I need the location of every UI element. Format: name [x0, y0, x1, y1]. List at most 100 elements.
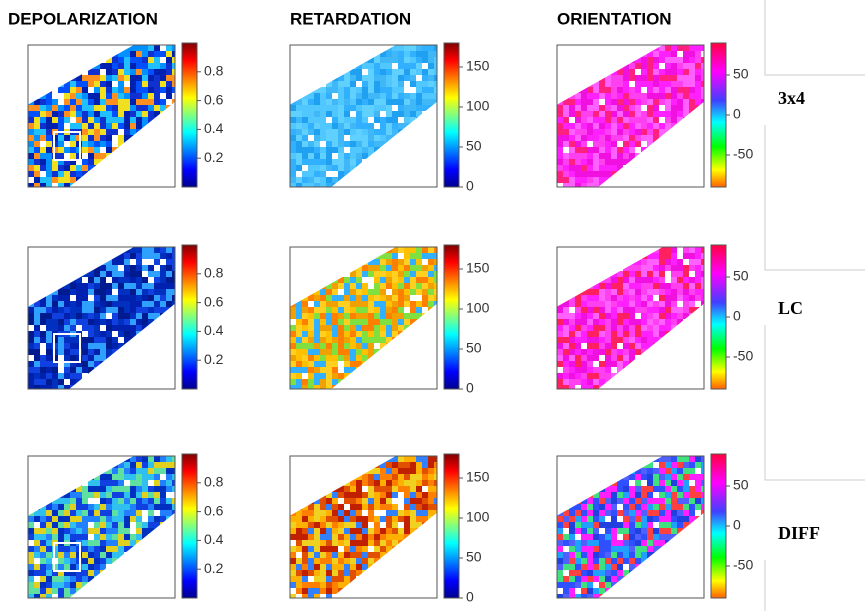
pixel — [70, 277, 76, 283]
pixel — [665, 45, 671, 51]
pixel — [148, 159, 154, 165]
pixel — [40, 307, 46, 313]
pixel — [599, 301, 605, 307]
pixel — [629, 337, 635, 343]
pixel — [46, 510, 52, 516]
pixel — [362, 283, 368, 289]
pixel — [106, 331, 112, 337]
pixel — [112, 576, 118, 582]
pixel — [374, 361, 380, 367]
pixel — [575, 331, 581, 337]
pixel — [665, 373, 671, 379]
pixel — [368, 462, 374, 468]
pixel — [154, 504, 160, 510]
pixel — [557, 373, 563, 379]
pixel — [64, 99, 70, 105]
pixel — [569, 171, 575, 177]
pixel — [52, 307, 58, 313]
pixel — [58, 349, 64, 355]
pixel — [40, 540, 46, 546]
pixel — [118, 165, 124, 171]
pixel — [166, 325, 172, 331]
pixel — [46, 277, 52, 283]
pixel — [404, 462, 410, 468]
pixel — [404, 51, 410, 57]
pixel — [82, 498, 88, 504]
pixel — [695, 367, 701, 373]
pixel — [308, 582, 314, 588]
pixel — [350, 87, 356, 93]
pixel — [653, 385, 659, 391]
pixel — [587, 313, 593, 319]
pixel — [683, 271, 689, 277]
pixel — [166, 546, 172, 552]
pixel — [575, 361, 581, 367]
pixel — [368, 564, 374, 570]
pixel — [659, 159, 665, 165]
pixel — [593, 147, 599, 153]
pixel — [142, 253, 148, 259]
pixel — [64, 57, 70, 63]
pixel — [40, 558, 46, 564]
pixel — [112, 468, 118, 474]
pixel — [52, 588, 58, 594]
pixel — [326, 295, 332, 301]
pixel — [160, 582, 166, 588]
pixel — [563, 99, 569, 105]
pixel — [290, 307, 296, 313]
pixel — [557, 153, 563, 159]
pixel — [368, 474, 374, 480]
pixel — [124, 247, 130, 253]
pixel — [629, 313, 635, 319]
pixel — [154, 355, 160, 361]
pixel — [338, 289, 344, 295]
pixel — [148, 51, 154, 57]
pixel — [70, 141, 76, 147]
pixel — [166, 319, 172, 325]
pixel — [118, 177, 124, 183]
pixel — [112, 277, 118, 283]
pixel — [64, 522, 70, 528]
pixel — [575, 159, 581, 165]
pixel — [302, 51, 308, 57]
pixel — [617, 153, 623, 159]
pixel — [326, 588, 332, 594]
pixel — [404, 540, 410, 546]
pixel — [659, 141, 665, 147]
pixel — [88, 462, 94, 468]
pixel — [136, 367, 142, 373]
pixel — [28, 588, 34, 594]
pixel — [593, 141, 599, 147]
pixel — [106, 177, 112, 183]
pixel — [374, 337, 380, 343]
pixel — [76, 582, 82, 588]
pixel — [148, 337, 154, 343]
pixel — [563, 301, 569, 307]
colorbar-tick-label: 0 — [466, 589, 474, 605]
pixel — [332, 594, 338, 600]
pixel — [106, 355, 112, 361]
pixel — [88, 546, 94, 552]
pixel — [374, 165, 380, 171]
pixel — [629, 183, 635, 189]
pixel — [136, 480, 142, 486]
pixel — [326, 313, 332, 319]
pixel — [617, 349, 623, 355]
pixel — [617, 171, 623, 177]
pixel — [166, 528, 172, 534]
pixel — [599, 247, 605, 253]
pixel — [296, 135, 302, 141]
pixel — [326, 63, 332, 69]
pixel — [593, 271, 599, 277]
pixel — [338, 135, 344, 141]
pixel — [416, 337, 422, 343]
pixel — [671, 456, 677, 462]
pixel — [118, 307, 124, 313]
pixel — [40, 576, 46, 582]
pixel — [362, 516, 368, 522]
pixel — [314, 564, 320, 570]
pixel — [362, 259, 368, 265]
pixel — [52, 271, 58, 277]
pixel — [34, 177, 40, 183]
pixel — [64, 349, 70, 355]
